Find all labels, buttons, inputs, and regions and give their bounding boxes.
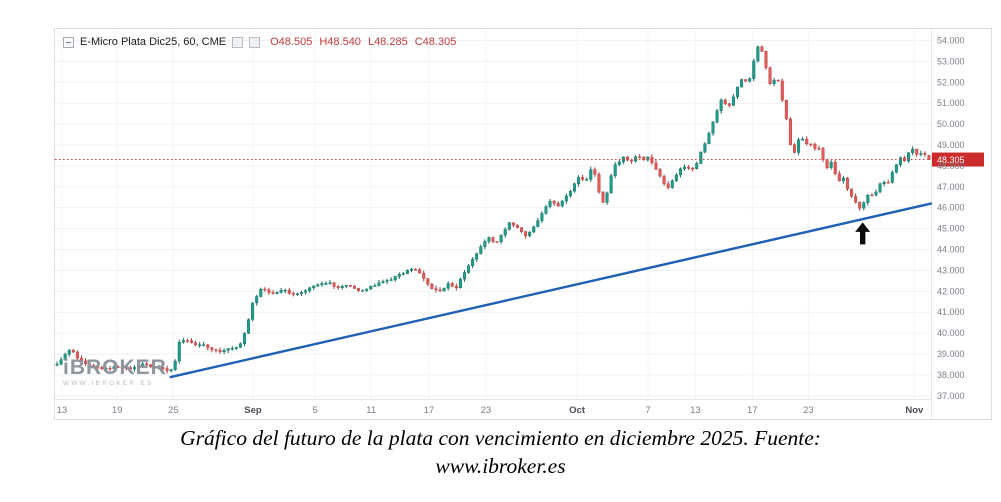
current-price-tag: 48.305: [932, 152, 984, 167]
svg-text:13: 13: [57, 405, 68, 416]
svg-text:39.000: 39.000: [937, 349, 965, 359]
svg-text:43.000: 43.000: [937, 265, 965, 275]
ohlc-low: L48.285: [367, 36, 408, 48]
svg-text:13: 13: [690, 405, 701, 416]
svg-text:Oct: Oct: [569, 405, 586, 416]
svg-text:25: 25: [168, 405, 179, 416]
svg-text:23: 23: [481, 405, 492, 416]
svg-text:5: 5: [313, 405, 318, 416]
svg-text:45.000: 45.000: [937, 224, 965, 234]
svg-text:51.000: 51.000: [937, 98, 965, 108]
svg-text:Sep: Sep: [244, 405, 262, 416]
svg-text:7: 7: [645, 405, 650, 416]
x-axis[interactable]: 13 19 25 Sep 5 11 17 23 Oct 7 13 17 23 Nov: [57, 405, 924, 416]
ohlc-close: C48.305: [414, 36, 457, 48]
svg-text:17: 17: [424, 405, 435, 416]
figure-caption: Gráfico del futuro de la plata con venci…: [0, 424, 1001, 481]
svg-text:48.000: 48.000: [937, 161, 965, 171]
caption-line-2: www.ibroker.es: [435, 454, 566, 479]
svg-text:37.000: 37.000: [937, 391, 965, 401]
svg-text:11: 11: [366, 405, 376, 416]
candles-layer: [55, 45, 931, 374]
grid-layer: [55, 29, 932, 419]
svg-text:19: 19: [112, 405, 123, 416]
svg-text:44.000: 44.000: [937, 245, 965, 255]
svg-text:23: 23: [803, 405, 814, 416]
svg-text:54.000: 54.000: [937, 35, 965, 45]
symbol-title: E-Micro Plata Dic25, 60, CME: [80, 36, 227, 48]
svg-text:Nov: Nov: [905, 405, 924, 416]
candlestick-chart-canvas[interactable]: 48.305 54.000 53.000 52.000 51.000 50.000 49.0…: [55, 29, 991, 419]
svg-text:50.000: 50.000: [937, 119, 965, 129]
svg-text:46.000: 46.000: [937, 203, 965, 213]
svg-text:47.000: 47.000: [937, 182, 965, 192]
ohlc-open: O48.505: [270, 36, 313, 48]
chart-legend: E-Micro Plata Dic25, 60, CME O48.505 H48…: [63, 36, 456, 48]
legend-collapse-icon[interactable]: [63, 36, 74, 48]
svg-text:38.000: 38.000: [937, 370, 965, 380]
svg-text:52.000: 52.000: [937, 77, 965, 87]
chart-panel: 48.305 54.000 53.000 52.000 51.000 50.000 49.0…: [54, 28, 992, 420]
up-arrow-annotation: [855, 222, 871, 245]
legend-visibility-icon[interactable]: [232, 36, 244, 48]
legend-settings-icon[interactable]: [249, 36, 261, 48]
svg-text:41.000: 41.000: [937, 307, 965, 317]
svg-text:53.000: 53.000: [937, 56, 965, 66]
caption-line-1: Gráfico del futuro de la plata con venci…: [180, 426, 821, 450]
svg-text:17: 17: [747, 405, 758, 416]
ohlc-readout: O48.505 H48.540 L48.285 C48.305: [270, 36, 456, 48]
ohlc-high: H48.540: [319, 36, 361, 48]
svg-text:48.305: 48.305: [937, 155, 965, 165]
svg-text:40.000: 40.000: [937, 328, 965, 338]
svg-text:42.000: 42.000: [937, 286, 965, 296]
trendline[interactable]: [169, 202, 933, 379]
y-axis[interactable]: 54.000 53.000 52.000 51.000 50.000 49.000 48.0…: [937, 35, 965, 400]
svg-text:49.000: 49.000: [937, 140, 965, 150]
